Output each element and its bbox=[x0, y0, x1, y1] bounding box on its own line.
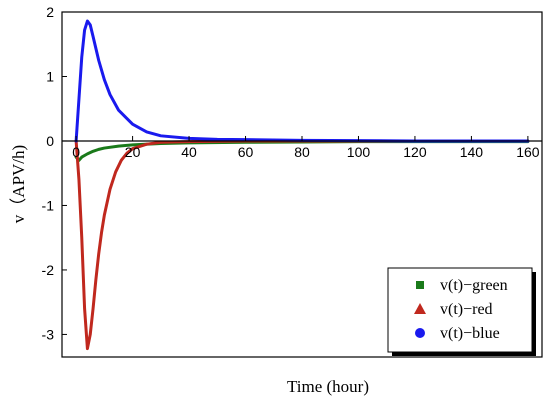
plot-frame bbox=[61, 11, 543, 358]
x-tick-label: 20 bbox=[125, 144, 141, 160]
x-tick-label: 60 bbox=[238, 144, 254, 160]
x-tick-label: 0 bbox=[72, 144, 80, 160]
x-tick-label: 100 bbox=[347, 144, 371, 160]
y-axis: 2 1 0 -1 -2 -3 bbox=[42, 4, 67, 342]
x-tick-label: 80 bbox=[294, 144, 310, 160]
legend-marker-triangle bbox=[414, 303, 426, 314]
legend-box bbox=[387, 267, 533, 353]
x-tick-label: 120 bbox=[403, 144, 427, 160]
y-tick-label: -1 bbox=[42, 197, 55, 213]
y-tick-label: -2 bbox=[42, 262, 55, 278]
y-axis-title: v（APV/h) bbox=[9, 145, 28, 223]
y-tick-label: -3 bbox=[42, 326, 55, 342]
legend-marker-circle bbox=[415, 328, 425, 338]
x-axis-title: Time (hour) bbox=[287, 377, 369, 396]
y-tick-label: 1 bbox=[46, 68, 54, 84]
legend: v(t)−green v(t)−red v(t)−blue bbox=[387, 267, 536, 356]
y-tick-label: 2 bbox=[46, 4, 54, 20]
x-axis: 0 20 40 60 80 100 120 140 160 bbox=[72, 135, 540, 160]
legend-label: v(t)−blue bbox=[440, 325, 500, 342]
x-tick-label: 140 bbox=[460, 144, 484, 160]
legend-label: v(t)−red bbox=[440, 301, 493, 318]
legend-marker-square bbox=[416, 281, 424, 289]
series-line-v-t-blue bbox=[74, 19, 530, 143]
x-tick-label: 160 bbox=[516, 144, 540, 160]
x-tick-label: 40 bbox=[181, 144, 197, 160]
legend-label: v(t)−green bbox=[440, 277, 508, 294]
y-tick-label: 0 bbox=[46, 133, 54, 149]
